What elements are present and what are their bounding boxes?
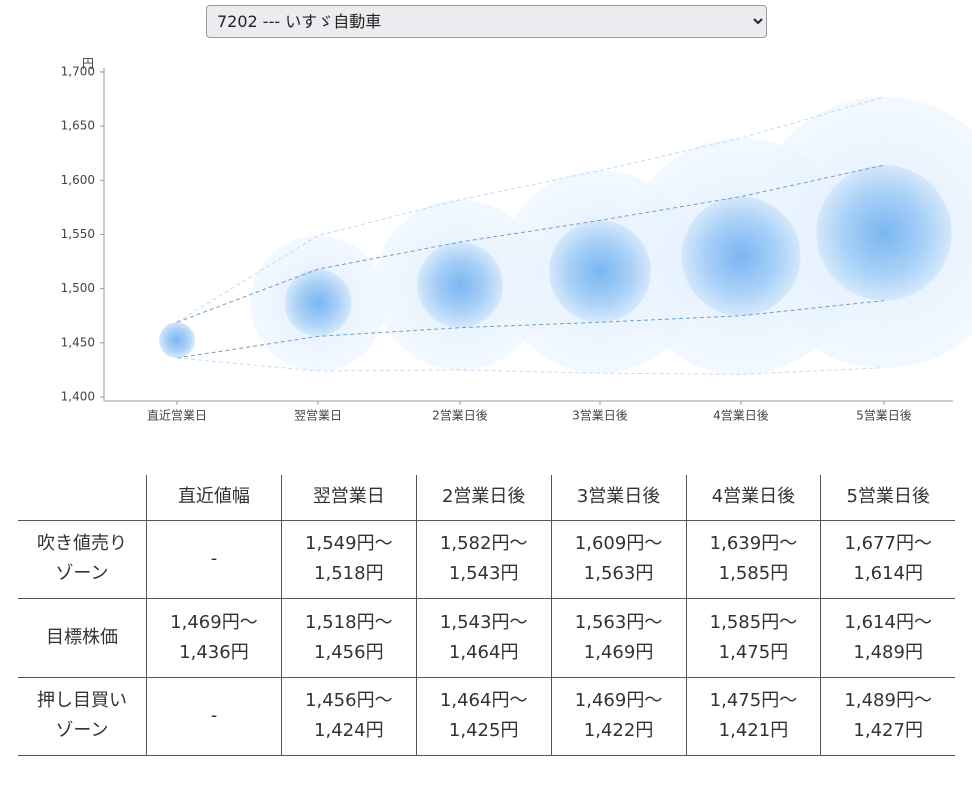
- cell-line: 1,639円〜: [709, 533, 798, 554]
- chart: 円 1,400 1,450 1,500 1,550 1,600 1,650 1,700 直近営業…: [61, 57, 972, 423]
- table-cell: 1,582円〜 1,543円: [415, 519, 552, 599]
- cell-line: 1,549円〜: [305, 533, 393, 554]
- cell-line: 1,563円〜: [574, 611, 663, 633]
- cell-line: -: [210, 548, 218, 569]
- table-cell: 1,639円〜 1,585円: [685, 519, 822, 599]
- band-line: [176, 96, 885, 323]
- corner-cell: [18, 475, 147, 521]
- cell-line: 1,585円〜: [709, 611, 798, 633]
- cell-line: 1,469円: [583, 641, 654, 663]
- row-label-line: ゾーン: [55, 563, 109, 584]
- row-label-line: 目標株価: [46, 626, 118, 648]
- cell-line: 1,427円: [853, 720, 923, 741]
- inner-bubble: [417, 242, 503, 328]
- table-cell: 1,585円〜 1,475円: [685, 597, 822, 678]
- y-tick-label: 1,600: [61, 173, 95, 187]
- row-label: 吹き値売り ゾーン: [18, 519, 147, 599]
- band-line: [176, 300, 885, 359]
- table-row: 目標株価 1,469円〜 1,436円 1,518円〜 1,456円 1,543円〜 1,4…: [18, 597, 955, 678]
- cell-line: 1,609円〜: [574, 533, 663, 554]
- row-label: 目標株価: [18, 597, 147, 678]
- cell-line: 1,518円〜: [305, 611, 393, 633]
- table-cell: 1,563円〜 1,469円: [550, 597, 687, 678]
- cell-line: 1,543円: [448, 563, 519, 584]
- row-label-line: 吹き値売り: [37, 533, 127, 554]
- column-header: 3営業日後: [550, 475, 687, 521]
- y-tick-label: 1,650: [61, 119, 95, 133]
- row-label: 押し目買い ゾーン: [18, 676, 147, 756]
- x-tick-label: 2営業日後: [432, 409, 488, 423]
- table-row: 吹き値売りゾーン - 1,549円〜 1,518円 1,582円〜 1,543円 1,609…: [18, 519, 955, 599]
- cell-line: 1,456円: [314, 641, 384, 663]
- column-header: 2営業日後: [415, 475, 552, 521]
- column-header: 5営業日後: [820, 475, 955, 521]
- inner-bubble: [284, 269, 352, 337]
- stock-select[interactable]: 7202 --- いすゞ自動車: [206, 5, 767, 38]
- column-header: 直近値幅: [146, 475, 282, 521]
- cell-line: 1,469円〜: [574, 690, 663, 711]
- x-tick-label: 5営業日後: [856, 409, 912, 423]
- y-tick-label: 1,450: [61, 335, 95, 349]
- inner-bubble: [681, 196, 801, 316]
- cell-line: 1,464円〜: [439, 690, 528, 711]
- column-header: 4営業日後: [685, 475, 822, 521]
- inner-bubble: [549, 220, 651, 323]
- x-tick-label: 3営業日後: [572, 409, 628, 423]
- cell-line: 1,425円: [448, 720, 519, 741]
- cell-line: 1,469円〜: [170, 611, 258, 633]
- cell-line: 1,422円: [583, 720, 654, 741]
- forecast-table: 直近値幅 翌営業日 2営業日後 3営業日後 4営業日後 5営業日後吹き値売りゾーン - 1,5…: [18, 475, 955, 756]
- table-cell: -: [146, 676, 282, 756]
- band-line: [176, 164, 885, 323]
- cell-line: 1,614円: [853, 563, 923, 584]
- cell-line: 1,585円: [718, 563, 789, 584]
- y-unit: 円: [82, 57, 94, 71]
- cell-line: 1,464円: [448, 641, 519, 663]
- table-row: 押し目買いゾーン - 1,456円〜 1,424円 1,464円〜 1,425円 1,469…: [18, 676, 955, 756]
- header-row: 直近値幅 翌営業日 2営業日後 3営業日後 4営業日後 5営業日後: [18, 475, 955, 521]
- table-cell: 1,469円〜 1,422円: [550, 676, 687, 756]
- cell-line: 1,677円〜: [844, 533, 932, 554]
- table-cell: 1,469円〜 1,436円: [146, 597, 282, 678]
- table-cell: 1,489円〜 1,427円: [820, 676, 955, 756]
- cell-line: 1,489円〜: [844, 690, 932, 711]
- cell-line: 1,614円〜: [844, 611, 932, 633]
- table-cell: 1,543円〜 1,464円: [415, 597, 552, 678]
- row-label-line: ゾーン: [55, 720, 109, 741]
- table-cell: 1,609円〜 1,563円: [550, 519, 687, 599]
- x-tick-label: 4営業日後: [713, 409, 769, 423]
- row-label-line: 押し目買い: [37, 690, 127, 711]
- cell-line: -: [210, 705, 218, 726]
- x-tick-label: 翌営業日: [294, 409, 342, 423]
- cell-line: 1,475円: [718, 641, 789, 663]
- table-cell: 1,475円〜 1,421円: [685, 676, 822, 756]
- x-tick-label: 直近営業日: [147, 409, 207, 423]
- cell-line: 1,543円〜: [439, 611, 528, 633]
- cell-line: 1,456円〜: [305, 690, 393, 711]
- table-cell: 1,518円〜 1,456円: [280, 597, 417, 678]
- y-tick-label: 1,550: [61, 227, 95, 241]
- y-tick-label: 1,500: [61, 281, 95, 295]
- table-cell: 1,464円〜 1,425円: [415, 676, 552, 756]
- cell-line: 1,563円: [583, 563, 654, 584]
- table-cell: 1,614円〜 1,489円: [820, 597, 955, 678]
- table-cell: 1,677円〜 1,614円: [820, 519, 955, 599]
- cell-line: 1,475円〜: [709, 690, 798, 711]
- y-tick-label: 1,400: [61, 390, 95, 404]
- table-cell: 1,549円〜 1,518円: [280, 519, 417, 599]
- cell-line: 1,489円: [853, 641, 923, 663]
- cell-line: 1,424円: [314, 720, 384, 741]
- cell-line: 1,421円: [718, 720, 789, 741]
- table-cell: -: [146, 519, 282, 599]
- cell-line: 1,518円: [314, 563, 384, 584]
- cell-line: 1,582円〜: [439, 533, 528, 554]
- table-cell: 1,456円〜 1,424円: [280, 676, 417, 756]
- band-line: [176, 357, 885, 375]
- column-header: 翌営業日: [280, 475, 417, 521]
- y-tick-label: 1,700: [61, 65, 95, 79]
- cell-line: 1,436円: [179, 641, 249, 663]
- inner-bubble: [159, 322, 195, 358]
- inner-bubble: [816, 165, 952, 301]
